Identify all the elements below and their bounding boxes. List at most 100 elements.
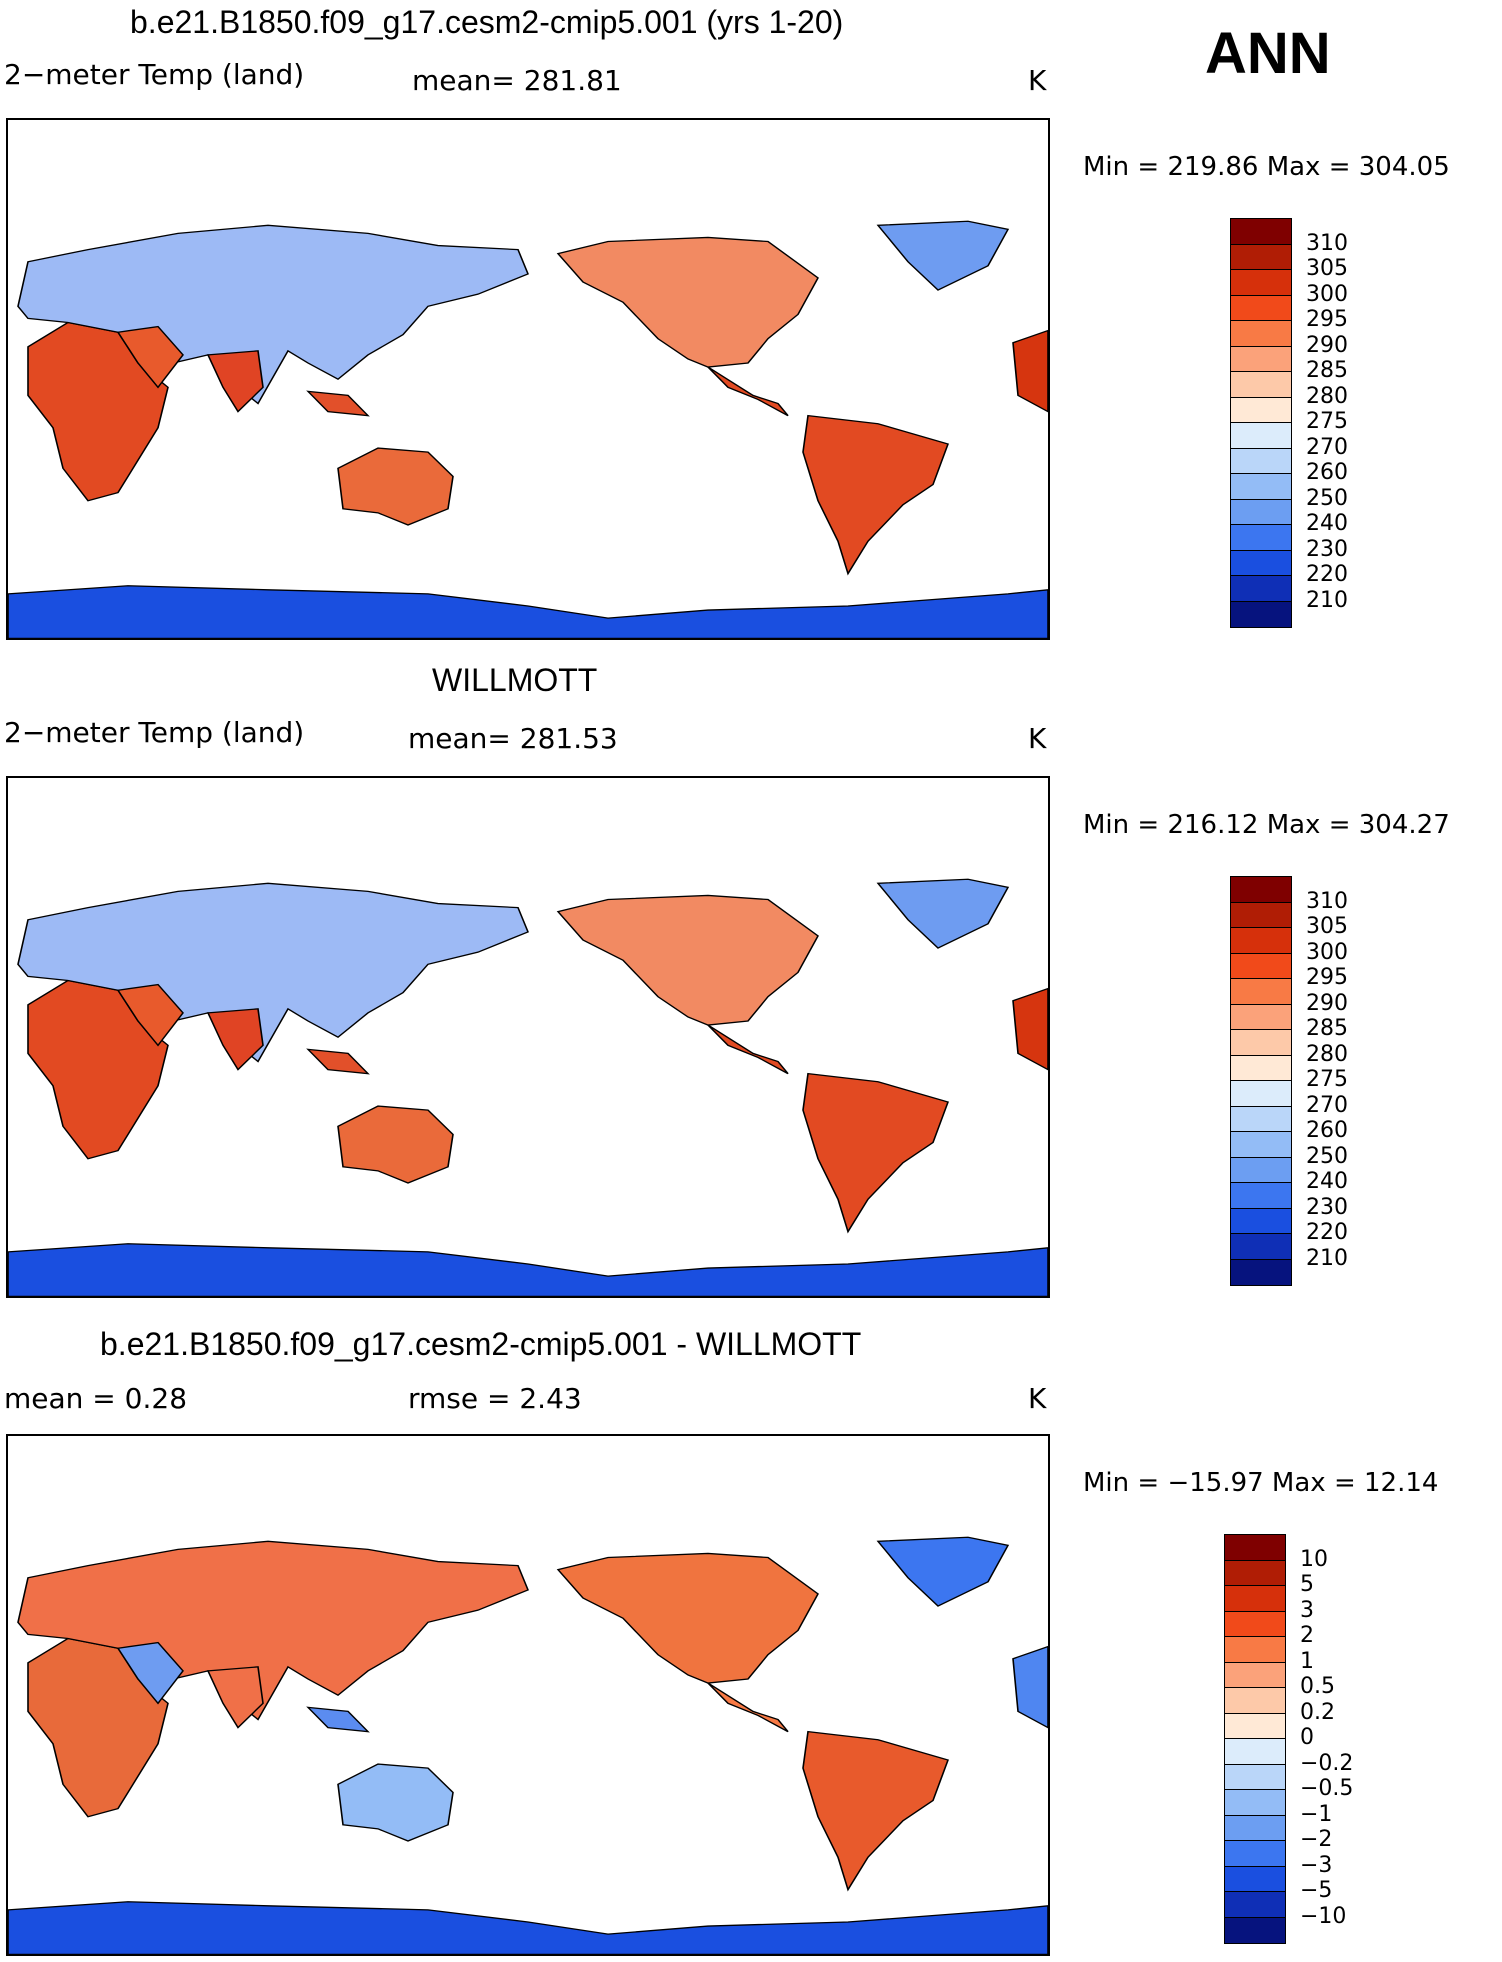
colorbar-tick-label: 2 [1300, 1623, 1314, 1648]
land-region [337, 447, 454, 526]
panel-2-mean-label: mean= 281.53 [408, 722, 618, 755]
land-region [116, 983, 184, 1047]
land-region [876, 220, 1010, 291]
colorbar-block [1225, 1560, 1285, 1586]
panel-2-map-canvas [8, 878, 1048, 1296]
colorbar-tick-label: 270 [1306, 1092, 1348, 1118]
colorbar-block [1231, 1030, 1291, 1056]
colorbar-tick-label: 0 [1300, 1725, 1314, 1750]
colorbar-block [1231, 295, 1291, 321]
colorbar-tick-label: 305 [1306, 914, 1348, 939]
panel-3-colorbar [1224, 1534, 1286, 1944]
colorbar-tick-label: −1 [1300, 1801, 1333, 1827]
colorbar-tick-label: 280 [1306, 383, 1348, 409]
panel-3-minmax: Min = −15.97 Max = 12.14 [1083, 1468, 1439, 1498]
colorbar-block [1225, 1917, 1285, 1943]
panel-1-variable-label: 2−meter Temp (land) [4, 58, 305, 91]
colorbar-tick-label: −0.5 [1300, 1776, 1354, 1801]
panel-2-title: WILLMOTT [432, 662, 598, 698]
panel-1-map [6, 118, 1050, 640]
colorbar-tick-label: 0.5 [1300, 1674, 1335, 1699]
panel-1-units: K [1028, 64, 1047, 97]
colorbar-block [1231, 1055, 1291, 1081]
land-region [8, 585, 1048, 638]
colorbar-tick-label: 260 [1306, 1118, 1348, 1143]
colorbar-tick-label: 210 [1306, 587, 1348, 613]
colorbar-tick-label: −10 [1300, 1903, 1347, 1929]
colorbar-tick-label: 10 [1300, 1546, 1328, 1572]
colorbar-tick-label: 230 [1306, 1194, 1348, 1220]
panel-2-units: K [1028, 722, 1047, 755]
land-region [707, 1024, 789, 1075]
colorbar-block [1225, 1841, 1285, 1867]
land-region [1012, 1645, 1048, 1729]
colorbar-tick-label: 220 [1306, 1220, 1348, 1245]
colorbar-tick-label: 305 [1306, 256, 1348, 281]
colorbar-block [1231, 601, 1291, 627]
colorbar-tick-label: 3 [1300, 1597, 1314, 1623]
panel-3-map-canvas [8, 1536, 1048, 1954]
land-region [206, 1666, 264, 1729]
land-region [306, 1048, 370, 1075]
colorbar-tick-label: 275 [1306, 409, 1348, 434]
land-region [556, 236, 819, 368]
colorbar-block [1225, 1713, 1285, 1739]
colorbar-tick-label: 280 [1306, 1041, 1348, 1067]
colorbar-block [1225, 1764, 1285, 1790]
colorbar-block [1231, 270, 1291, 296]
land-region [802, 414, 949, 576]
land-region [306, 390, 370, 417]
colorbar-block [1231, 576, 1291, 602]
colorbar-block [1225, 1815, 1285, 1841]
panel-1-title: b.e21.B1850.f09_g17.cesm2-cmip5.001 (yrs… [130, 4, 844, 40]
panel-3-mean-label: mean = 0.28 [4, 1382, 188, 1415]
season-label: ANN [1205, 21, 1331, 86]
panel-1-map-canvas [8, 220, 1048, 638]
panel-3-title: b.e21.B1850.f09_g17.cesm2-cmip5.001 - WI… [100, 1326, 862, 1362]
land-region [206, 350, 264, 413]
colorbar-block [1231, 1132, 1291, 1158]
colorbar-block [1231, 397, 1291, 423]
colorbar-block [1231, 372, 1291, 398]
land-region [1012, 329, 1048, 413]
colorbar-block [1225, 1637, 1285, 1663]
colorbar-tick-label: 290 [1306, 332, 1348, 358]
land-region [116, 325, 184, 389]
panel-1-minmax: Min = 219.86 Max = 304.05 [1083, 152, 1450, 182]
panel-1-colorbar [1230, 218, 1292, 628]
colorbar-block [1231, 1157, 1291, 1183]
colorbar-tick-label: −0.2 [1300, 1750, 1354, 1776]
colorbar-block [1231, 244, 1291, 270]
colorbar-block [1231, 1004, 1291, 1030]
colorbar-tick-label: −2 [1300, 1827, 1333, 1852]
land-region [556, 1552, 819, 1684]
colorbar-tick-label: 250 [1306, 485, 1348, 511]
land-region [707, 1682, 789, 1733]
land-region [1012, 987, 1048, 1071]
colorbar-block [1231, 953, 1291, 979]
colorbar-tick-label: 1 [1300, 1648, 1314, 1674]
panel-1-mean-label: mean= 281.81 [412, 64, 622, 97]
colorbar-tick-label: 290 [1306, 990, 1348, 1016]
colorbar-block [1225, 1739, 1285, 1765]
colorbar-block [1231, 1259, 1291, 1285]
colorbar-block [1225, 1790, 1285, 1816]
colorbar-block [1225, 1611, 1285, 1637]
colorbar-block [1231, 525, 1291, 551]
colorbar-tick-label: 270 [1306, 434, 1348, 460]
colorbar-block [1225, 1662, 1285, 1688]
land-region [8, 1901, 1048, 1954]
colorbar-tick-label: 285 [1306, 1016, 1348, 1041]
colorbar-tick-label: 230 [1306, 536, 1348, 562]
colorbar-tick-label: 240 [1306, 1169, 1348, 1194]
colorbar-block [1231, 1081, 1291, 1107]
colorbar-block [1231, 423, 1291, 449]
colorbar-tick-label: −5 [1300, 1878, 1333, 1903]
colorbar-block [1231, 1234, 1291, 1260]
colorbar-tick-label: 295 [1306, 965, 1348, 990]
land-region [206, 1008, 264, 1071]
colorbar-block [1231, 474, 1291, 500]
colorbar-tick-label: 220 [1306, 562, 1348, 587]
colorbar-block [1231, 346, 1291, 372]
land-region [306, 1706, 370, 1733]
